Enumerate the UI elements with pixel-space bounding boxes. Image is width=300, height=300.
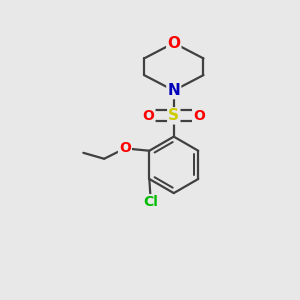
Text: O: O [193,109,205,123]
Text: O: O [119,141,131,155]
Text: O: O [167,35,180,50]
Text: N: N [167,83,180,98]
Text: O: O [142,109,154,123]
Text: Cl: Cl [143,195,158,209]
Text: S: S [168,108,179,123]
